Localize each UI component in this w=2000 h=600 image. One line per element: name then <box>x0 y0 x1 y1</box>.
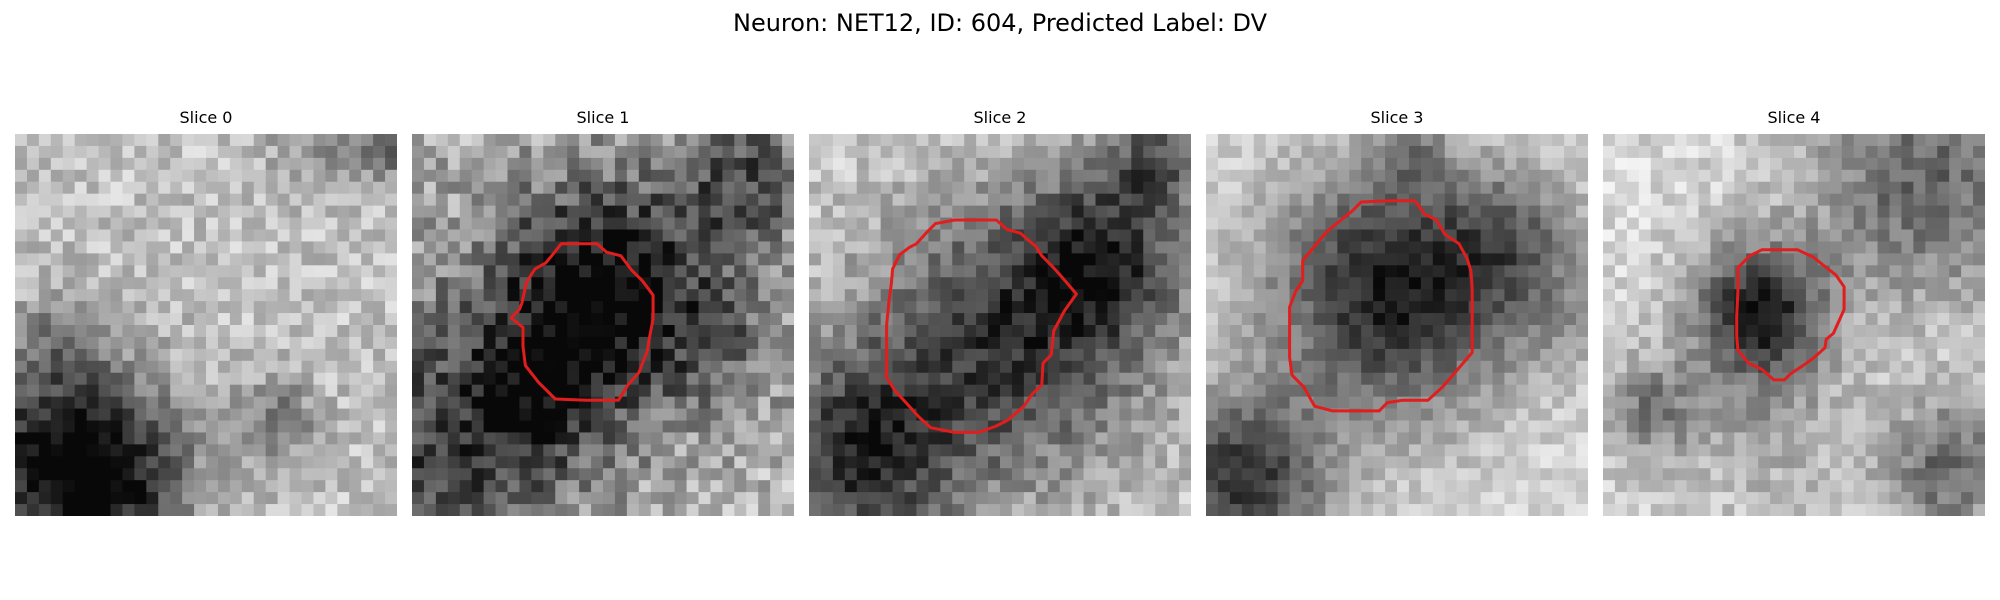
cell-contour-4 <box>1735 248 1846 382</box>
slice-panel-0: Slice 0 <box>15 106 397 518</box>
slice-4-title: Slice 4 <box>1767 108 1821 127</box>
slice-panel-1: Slice 1 <box>412 106 794 518</box>
slice-3-title: Slice 3 <box>1370 108 1424 127</box>
slice-2-image <box>809 134 1191 516</box>
slice-1-image <box>412 134 794 516</box>
slice-panel-3: Slice 3 <box>1206 106 1588 518</box>
slice-3-image <box>1206 134 1588 516</box>
slice-panel-2: Slice 2 <box>809 106 1191 518</box>
cell-contour-2 <box>885 218 1078 434</box>
slice-2-title: Slice 2 <box>973 108 1027 127</box>
cell-contour-1 <box>509 242 655 402</box>
cell-contour-3 <box>1288 199 1474 413</box>
figure-title: Neuron: NET12, ID: 604, Predicted Label:… <box>732 9 1268 37</box>
slice-4-image <box>1603 134 1985 516</box>
slice-panel-4: Slice 4 <box>1603 106 1985 518</box>
slice-1-title: Slice 1 <box>576 108 630 127</box>
slice-0-title: Slice 0 <box>179 108 233 127</box>
slice-0-image <box>15 134 397 516</box>
